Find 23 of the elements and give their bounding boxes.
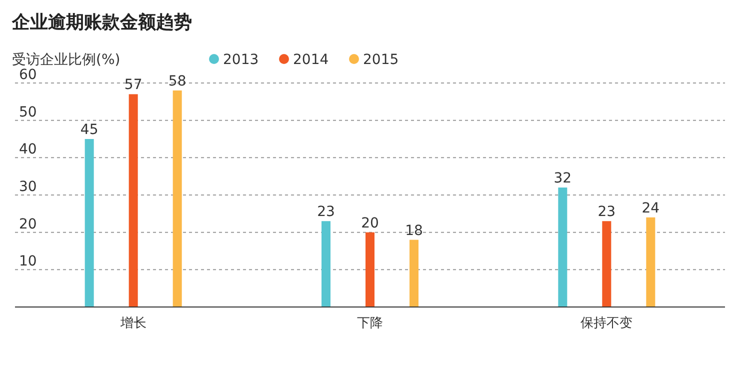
y-tick-label: 40 — [19, 142, 37, 158]
data-label: 23 — [317, 204, 335, 220]
data-label: 57 — [124, 77, 142, 94]
chart-title: 企业逾期账款金额趋势 — [11, 12, 192, 33]
y-tick-label: 30 — [19, 179, 37, 195]
y-tick-label: 50 — [19, 104, 37, 120]
legend-label: 2013 — [223, 52, 259, 68]
data-label: 20 — [361, 215, 379, 232]
y-axis-title: 受访企业比例(%) — [12, 52, 120, 68]
data-label: 24 — [642, 200, 660, 216]
x-tick-label: 增长 — [119, 316, 146, 331]
legend-label: 2015 — [363, 52, 399, 68]
y-tick-label: 10 — [19, 254, 37, 270]
y-tick-label: 20 — [19, 216, 37, 232]
data-label: 23 — [598, 204, 616, 220]
data-label: 32 — [554, 170, 572, 187]
data-label: 45 — [80, 122, 98, 138]
legend-label: 2014 — [293, 52, 329, 68]
data-label: 58 — [168, 73, 186, 90]
data-label: 18 — [405, 222, 423, 239]
x-tick-label: 下降 — [357, 316, 383, 331]
x-tick-label: 保持不变 — [580, 316, 633, 331]
y-tick-label: 60 — [19, 67, 37, 83]
